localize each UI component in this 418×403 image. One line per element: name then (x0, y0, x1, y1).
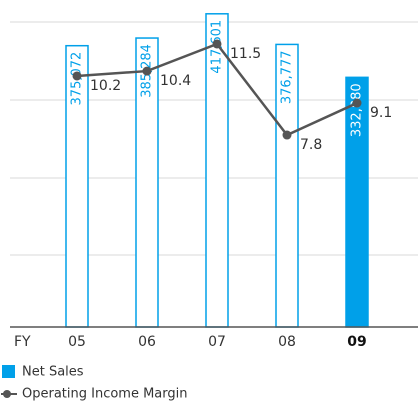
legend-swatch (3, 390, 11, 398)
x-tick-label: 09 (347, 334, 366, 350)
x-tick-label: 05 (68, 334, 86, 350)
line-point (282, 130, 292, 140)
x-tick-label: 07 (208, 334, 226, 350)
line-value-label: 10.2 (90, 78, 121, 94)
x-tick-label: 08 (278, 334, 296, 350)
line-value-label: 11.5 (230, 46, 261, 62)
legend-label: Operating Income Margin (22, 387, 188, 402)
x-axis-label: FY (14, 334, 31, 350)
line-value-label: 7.8 (300, 137, 322, 153)
line-point (142, 66, 152, 76)
line-value-label: 10.4 (160, 73, 191, 89)
line-point (352, 98, 362, 108)
bar-value-label: 332,880 (350, 83, 365, 137)
line-point (212, 39, 222, 49)
legend-label: Net Sales (22, 365, 84, 380)
line-value-label: 9.1 (370, 105, 392, 121)
legend-swatch (2, 365, 15, 378)
line-point (72, 71, 82, 81)
bar-value-label: 376,777 (280, 50, 295, 104)
x-tick-label: 06 (138, 334, 156, 350)
